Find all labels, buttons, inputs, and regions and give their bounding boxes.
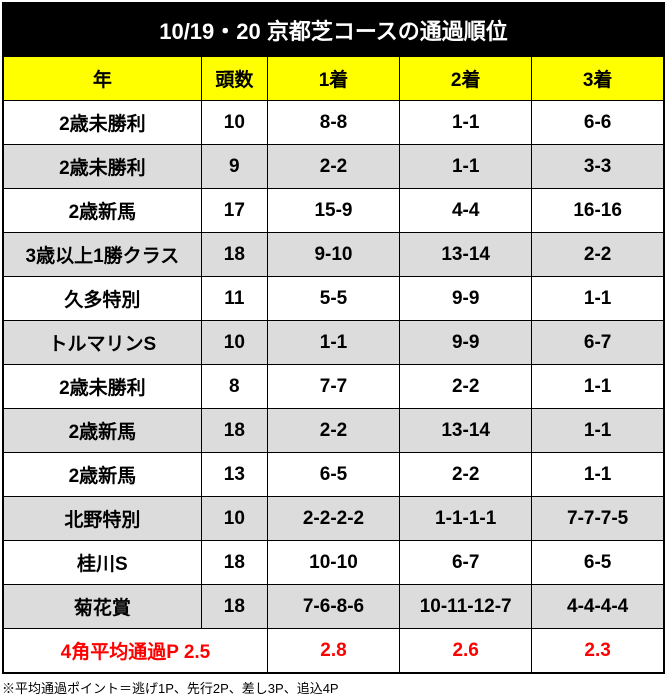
- cell-year: トルマリンS: [3, 321, 201, 365]
- table-row: 2歳新馬136-52-21-1: [3, 453, 664, 497]
- header-2nd: 2着: [400, 57, 532, 101]
- table-row: 2歳新馬1715-94-416-16: [3, 189, 664, 233]
- cell-p2: 1-1-1-1: [400, 497, 532, 541]
- summary-p3: 2.3: [532, 629, 664, 674]
- cell-p3: 3-3: [532, 145, 664, 189]
- cell-p2: 9-9: [400, 321, 532, 365]
- cell-num: 9: [201, 145, 267, 189]
- table-row: 北野特別102-2-2-21-1-1-17-7-7-5: [3, 497, 664, 541]
- cell-num: 11: [201, 277, 267, 321]
- cell-num: 13: [201, 453, 267, 497]
- race-passage-table: 10/19・20 京都芝コースの通過順位 年 頭数 1着 2着 3着 2歳未勝利…: [2, 2, 665, 674]
- cell-p2: 13-14: [400, 409, 532, 453]
- cell-p2: 4-4: [400, 189, 532, 233]
- cell-p1: 1-1: [267, 321, 399, 365]
- cell-num: 18: [201, 541, 267, 585]
- cell-p1: 6-5: [267, 453, 399, 497]
- summary-p1: 2.8: [267, 629, 399, 674]
- cell-p3: 6-5: [532, 541, 664, 585]
- cell-year: 北野特別: [3, 497, 201, 541]
- cell-year: 2歳新馬: [3, 189, 201, 233]
- cell-p1: 15-9: [267, 189, 399, 233]
- cell-p1: 8-8: [267, 101, 399, 145]
- cell-p1: 2-2: [267, 409, 399, 453]
- cell-p2: 13-14: [400, 233, 532, 277]
- cell-p1: 10-10: [267, 541, 399, 585]
- cell-num: 10: [201, 101, 267, 145]
- cell-p3: 1-1: [532, 409, 664, 453]
- table-row: 久多特別115-59-91-1: [3, 277, 664, 321]
- cell-p2: 2-2: [400, 453, 532, 497]
- cell-num: 17: [201, 189, 267, 233]
- table-row: 2歳未勝利92-21-13-3: [3, 145, 664, 189]
- cell-p3: 1-1: [532, 453, 664, 497]
- cell-p1: 7-7: [267, 365, 399, 409]
- table-row: 3歳以上1勝クラス189-1013-142-2: [3, 233, 664, 277]
- cell-p1: 2-2: [267, 145, 399, 189]
- header-3rd: 3着: [532, 57, 664, 101]
- cell-year: 2歳未勝利: [3, 101, 201, 145]
- cell-p3: 16-16: [532, 189, 664, 233]
- cell-p2: 2-2: [400, 365, 532, 409]
- table-row: 菊花賞187-6-8-610-11-12-74-4-4-4: [3, 585, 664, 629]
- table-header-row: 年 頭数 1着 2着 3着: [3, 57, 664, 101]
- header-1st: 1着: [267, 57, 399, 101]
- cell-p1: 2-2-2-2: [267, 497, 399, 541]
- table-title: 10/19・20 京都芝コースの通過順位: [3, 3, 664, 57]
- summary-row: 4角平均通過P 2.52.82.62.3: [3, 629, 664, 674]
- cell-p2: 10-11-12-7: [400, 585, 532, 629]
- cell-year: 2歳新馬: [3, 409, 201, 453]
- cell-p3: 7-7-7-5: [532, 497, 664, 541]
- cell-p3: 1-1: [532, 277, 664, 321]
- cell-p1: 7-6-8-6: [267, 585, 399, 629]
- cell-p3: 2-2: [532, 233, 664, 277]
- cell-p3: 6-6: [532, 101, 664, 145]
- summary-p2: 2.6: [400, 629, 532, 674]
- table-row: 2歳新馬182-213-141-1: [3, 409, 664, 453]
- cell-num: 8: [201, 365, 267, 409]
- header-year: 年: [3, 57, 201, 101]
- cell-p1: 5-5: [267, 277, 399, 321]
- cell-year: 2歳未勝利: [3, 145, 201, 189]
- cell-year: 菊花賞: [3, 585, 201, 629]
- cell-year: 2歳新馬: [3, 453, 201, 497]
- cell-year: 3歳以上1勝クラス: [3, 233, 201, 277]
- cell-year: 久多特別: [3, 277, 201, 321]
- cell-p2: 1-1: [400, 145, 532, 189]
- cell-p3: 1-1: [532, 365, 664, 409]
- cell-p2: 9-9: [400, 277, 532, 321]
- cell-p2: 6-7: [400, 541, 532, 585]
- table-row: 2歳未勝利108-81-16-6: [3, 101, 664, 145]
- footnote: ※平均通過ポイント＝逃げ1P、先行2P、差し3P、追込4P: [2, 678, 665, 697]
- cell-num: 18: [201, 585, 267, 629]
- table-row: 2歳未勝利87-72-21-1: [3, 365, 664, 409]
- cell-p3: 4-4-4-4: [532, 585, 664, 629]
- cell-p1: 9-10: [267, 233, 399, 277]
- cell-num: 18: [201, 409, 267, 453]
- cell-year: 桂川S: [3, 541, 201, 585]
- table-row: 桂川S1810-106-76-5: [3, 541, 664, 585]
- cell-p2: 1-1: [400, 101, 532, 145]
- table-body: 2歳未勝利108-81-16-62歳未勝利92-21-13-32歳新馬1715-…: [3, 101, 664, 674]
- table-row: トルマリンS101-19-96-7: [3, 321, 664, 365]
- summary-label: 4角平均通過P 2.5: [3, 629, 267, 674]
- header-num: 頭数: [201, 57, 267, 101]
- cell-num: 18: [201, 233, 267, 277]
- cell-year: 2歳未勝利: [3, 365, 201, 409]
- cell-num: 10: [201, 321, 267, 365]
- cell-num: 10: [201, 497, 267, 541]
- cell-p3: 6-7: [532, 321, 664, 365]
